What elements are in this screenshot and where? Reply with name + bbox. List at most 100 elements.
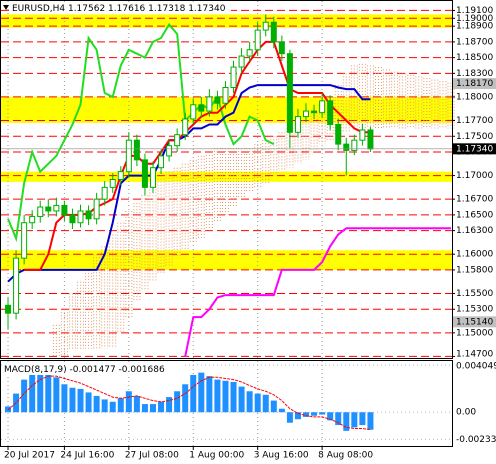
macd-bar [37,371,44,413]
macd-bar [125,391,132,413]
candle-body [174,134,181,147]
candle-body [335,123,342,145]
x-tick-label: 27 Jul 08:00 [125,451,179,461]
x-tick-label: 24 Jul 16:00 [60,451,114,461]
macd-bar [141,404,148,413]
zone-band [1,250,452,270]
y-tick-label: 1.15300 [456,305,493,315]
candle-body [21,222,28,259]
macd-bar [174,391,181,413]
candle-body [262,21,269,31]
candle-body [141,159,148,188]
macd-signal [7,375,371,431]
macd-bar [101,399,108,413]
macd-bar [158,401,165,413]
macd-bar [270,400,277,413]
x-tick-label: 3 Aug 16:00 [254,451,309,461]
macd-bar [182,384,189,413]
candle-body [254,29,261,51]
candle-body [149,167,156,188]
candle-body [214,96,221,104]
candle-body [93,198,100,220]
candle-body [101,186,108,200]
macd-bar [262,394,269,413]
macd-bar [109,401,116,413]
candle-body [133,139,140,161]
price-marker [453,78,496,90]
candle-body [246,49,253,57]
macd-bar [278,408,285,413]
macd-bar [214,379,221,413]
candle-body [367,129,374,150]
plot-layer [1,1,455,446]
price-marker-label: 1.15140 [456,317,493,327]
candle-body [359,129,366,141]
macd-bar [351,412,358,428]
y-tick-label: 1.14700 [456,350,493,360]
candle-body [117,171,124,181]
indicator-line [7,22,275,243]
y-tick-label: 1.17700 [456,116,493,126]
x-tick-label: 1 Aug 00:00 [189,451,244,461]
y-tick-label: 1.16700 [456,195,493,205]
indicator-line [7,84,371,283]
macd-bar [359,412,366,426]
macd-frame [0,360,453,447]
current-price-label: 1.17340 [456,144,493,154]
candle-body [37,206,44,217]
candle-body [166,145,173,157]
macd-bar [294,412,301,420]
candle-body [238,55,245,68]
candle-body [190,104,197,120]
macd-bar [133,395,140,413]
candle-body [69,214,76,224]
candle-body [85,210,92,220]
macd-bar [246,391,253,413]
macd-bar [238,386,245,413]
macd-bar [69,387,76,413]
candle-body [77,210,84,224]
chart-title: EURUSD,H4 1.17562 1.17616 1.17318 1.1734… [12,4,226,14]
macd-bar [222,380,229,413]
y-tick-label: 1.15800 [456,265,493,275]
price-marker-label: 1.18170 [456,79,493,89]
y-tick-label: 1.15500 [456,289,493,299]
macd-bar [311,412,318,416]
candle-body [327,100,334,125]
x-tick-label: 20 Jul 2017 [4,451,55,461]
y-tick-label: 1.17000 [456,171,493,181]
zone-band [1,171,452,182]
y-tick-label: 1.17500 [456,132,493,142]
macd-bar [93,395,100,413]
macd-bar [303,412,310,417]
candle-body [206,96,213,112]
candle-body [351,139,358,151]
macd-bar [230,381,237,413]
macd-bar [367,412,374,430]
macd-bar [29,373,36,413]
candle-body [222,86,229,104]
candle-body [311,110,318,114]
y-tick-label: 1.18900 [456,22,493,32]
macd-bar [45,372,52,413]
x-tick-label: 8 Aug 08:00 [318,451,373,461]
candle-body [5,304,12,314]
macd-bar [319,412,326,415]
macd-bar [21,379,28,413]
price-marker [453,316,496,328]
macd-bar [206,376,213,413]
candle-body [125,139,132,173]
y-tick-label: 1.19000 [456,14,493,24]
y-tick-label: 1.16000 [456,250,493,260]
macd-bar [335,412,342,426]
macd-bar [343,412,350,431]
macd-tick-label: -0.00233 [456,435,496,445]
candle-body [198,104,205,112]
macd-bar [190,374,197,413]
candle-body [182,118,189,136]
macd-bar [77,388,84,413]
macd-bar [198,372,205,413]
macd-bar [53,377,60,413]
candle-body [13,257,20,314]
